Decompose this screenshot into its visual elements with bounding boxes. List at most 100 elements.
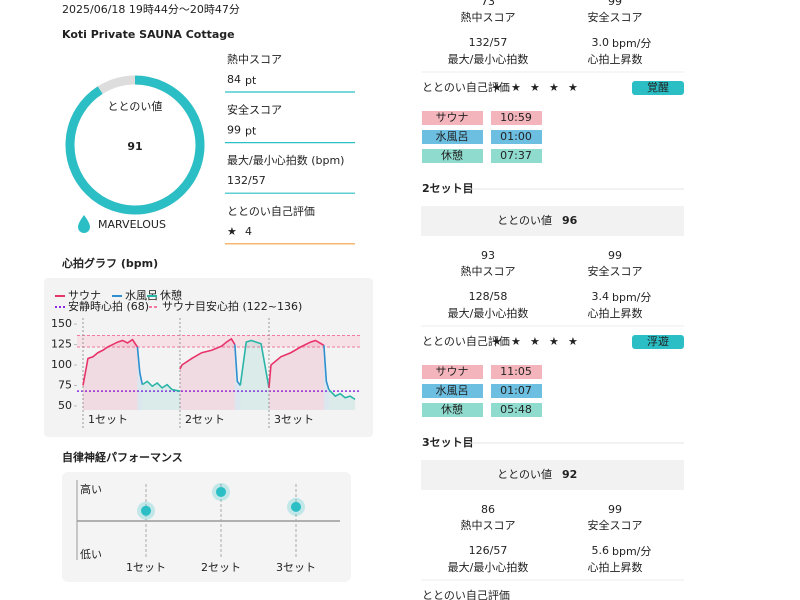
phase-name: 水風呂 (436, 130, 469, 143)
hr-line (323, 345, 330, 390)
hr-line (328, 388, 356, 401)
box-label: ととのい値 (497, 468, 552, 481)
star: ★ (530, 81, 540, 94)
score-label: 熱中スコア (461, 265, 516, 278)
box-value: 96 (562, 214, 578, 227)
metric-label: ととのい自己評価 (227, 204, 315, 218)
safe-score: 99 (608, 249, 622, 262)
score-box (421, 460, 684, 490)
phase-name: サウナ (436, 365, 469, 378)
star: ★ (492, 81, 502, 94)
hr-area (234, 344, 241, 410)
box-value: 92 (562, 468, 577, 481)
score-label: 安全スコア (588, 10, 643, 24)
metric-value: 84 (227, 73, 241, 86)
star: ★ (511, 81, 521, 94)
metric-unit: pt (245, 125, 257, 138)
set-label: 3セット (276, 561, 316, 574)
score-label: 安全スコア (588, 518, 643, 532)
hr-line (239, 339, 270, 389)
legend-label: サウナ (68, 289, 101, 302)
time-box (491, 130, 542, 144)
gauge-value: 91 (127, 140, 142, 153)
y-tick-label: 75 (58, 378, 72, 391)
hr-area (179, 338, 235, 410)
graph-title: 心拍グラフ (bpm) (62, 256, 158, 270)
box-label: ととのい値 (497, 214, 552, 227)
metric-value: 4 (245, 225, 252, 238)
legend-label: 安静時心拍 (68) (68, 299, 149, 313)
legend-label: 水風呂 (125, 289, 158, 302)
hr-line (179, 337, 236, 370)
set-heading: 2セット目 (422, 182, 474, 195)
star-icon: ★ (227, 225, 237, 238)
time-box (491, 384, 542, 398)
mood-text: 覚醒 (647, 81, 669, 94)
hr-rise-unit: bpm/分 (612, 37, 651, 50)
phase-time: 01:07 (500, 384, 532, 397)
point (141, 505, 151, 516)
phase-box (422, 149, 483, 163)
time-box (491, 403, 542, 417)
phase-time: 07:37 (500, 149, 532, 162)
score-label: 心拍上昇数 (588, 306, 643, 320)
hr-line (268, 339, 325, 388)
gauge-arc (65, 75, 205, 215)
phase-name: 休憩 (441, 402, 463, 416)
score-label: 熱中スコア (461, 519, 516, 532)
score-label: 最大/最小心拍数 (448, 306, 529, 320)
set-label: 2セット (201, 561, 241, 574)
hr-area (240, 340, 269, 410)
phase-box (422, 384, 483, 398)
set-label: 1セット (126, 561, 166, 574)
target-band (77, 335, 360, 347)
point (291, 501, 301, 512)
hr-rise-unit: bpm/分 (612, 545, 651, 558)
axis-label: 高い (80, 482, 102, 496)
hr-line (136, 346, 144, 385)
rank-icon (78, 215, 90, 233)
rating-label: ととのい自己評価 (422, 334, 510, 348)
phase-name: 水風呂 (436, 384, 469, 397)
session-place: Koti Private SAUNA Cottage (62, 28, 235, 41)
session-datetime: 2025/06/18 19時44分～20時47分 (62, 3, 240, 16)
phase-name: サウナ (436, 111, 469, 124)
score-label: 心拍上昇数 (588, 560, 643, 574)
hr-area (83, 339, 138, 410)
score-label: 最大/最小心拍数 (448, 52, 529, 66)
mood-text: 浮遊 (647, 334, 669, 348)
set-heading: 3セット目 (422, 436, 474, 449)
phase-name: 休憩 (441, 148, 463, 162)
star: ★ (530, 335, 540, 348)
phase-time: 11:05 (500, 365, 532, 378)
hr-line (141, 380, 181, 392)
hr-rise: 3.4 (592, 290, 610, 303)
autonomic-panel (62, 472, 351, 582)
score-box (421, 206, 684, 236)
rating-label: ととのい自己評価 (422, 588, 510, 600)
hr-rise-unit: bpm/分 (612, 291, 651, 304)
gauge-label: ととのい値 (108, 100, 163, 113)
star: ★ (568, 335, 578, 348)
heat-score: 86 (481, 503, 495, 516)
heart-rate: 132/57 (469, 36, 508, 49)
metric-label: 安全スコア (227, 103, 282, 117)
hr-area (268, 340, 324, 410)
mood-badge (632, 81, 684, 95)
time-box (491, 111, 542, 125)
phase-time: 10:59 (500, 111, 532, 124)
rating-label: ととのい自己評価 (422, 80, 510, 94)
hr-area (323, 345, 329, 410)
phase-box (422, 130, 483, 144)
point (216, 486, 226, 497)
phase-time: 05:48 (500, 403, 532, 416)
phase-box (422, 403, 483, 417)
y-tick-label: 125 (51, 338, 72, 351)
hr-rise: 3.0 (592, 36, 610, 49)
set-label: 1セット (88, 413, 128, 426)
metric-label: 最大/最小心拍数 (bpm) (227, 153, 344, 167)
score-label: 熱中スコア (461, 11, 516, 24)
axis-label: 低い (80, 548, 102, 561)
